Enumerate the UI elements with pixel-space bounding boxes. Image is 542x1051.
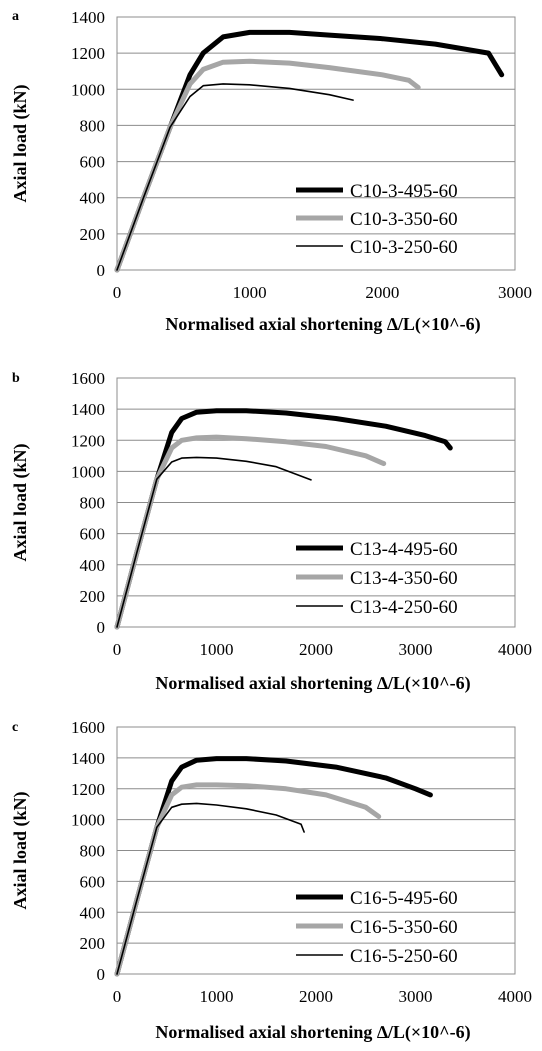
x-tick-label: 1000 — [233, 283, 267, 302]
legend-label: C16-5-495-60 — [350, 888, 458, 909]
y-tick-label: 800 — [80, 116, 106, 135]
x-axis-label: Normalised axial shortening ∆/L(×10^-6) — [165, 314, 480, 335]
legend-label: C16-5-250-60 — [350, 946, 458, 967]
y-tick-label: 400 — [80, 903, 106, 922]
x-tick-label: 3000 — [498, 283, 532, 302]
y-tick-label: 1000 — [71, 811, 105, 830]
x-tick-label: 0 — [113, 283, 122, 302]
y-tick-label: 800 — [80, 842, 106, 861]
plot-frame — [116, 726, 516, 975]
y-tick-label: 0 — [97, 261, 106, 280]
x-axis-label: Normalised axial shortening ∆/L(×10^-6) — [155, 673, 470, 694]
series-line-C16-5-250-60 — [116, 802, 305, 975]
series-line-C10-3-250-60 — [116, 83, 354, 271]
x-tick-label: 4000 — [498, 640, 532, 659]
legend-label: C10-3-350-60 — [350, 209, 458, 230]
y-tick-label: 1200 — [71, 431, 105, 450]
y-tick-label: 1200 — [71, 780, 105, 799]
y-axis-label: Axial load (kN) — [10, 443, 31, 561]
y-tick-label: 600 — [80, 525, 106, 544]
x-tick-label: 3000 — [399, 987, 433, 1006]
x-tick-label: 3000 — [399, 640, 433, 659]
panel-c: c 0 200 400 600 800 1000 1200 1400 1600 0 1000 2000 3… — [10, 718, 532, 1043]
panel-letter: b — [12, 371, 20, 386]
legend-label: C10-3-250-60 — [350, 237, 458, 258]
series-line-C13-4-350-60 — [114, 434, 387, 630]
y-tick-label: 0 — [97, 618, 106, 637]
series-line-C16-5-350-60 — [114, 782, 382, 977]
x-tick-label: 0 — [113, 640, 122, 659]
x-tick-label: 4000 — [498, 987, 532, 1006]
plot-frame — [116, 377, 516, 628]
legend-label: C13-4-250-60 — [350, 597, 458, 618]
y-tick-label: 200 — [80, 587, 106, 606]
x-tick-label: 2000 — [365, 283, 399, 302]
y-tick-label: 1400 — [71, 8, 105, 27]
x-tick-label: 2000 — [299, 987, 333, 1006]
x-tick-label: 1000 — [200, 987, 234, 1006]
y-tick-label: 0 — [97, 965, 106, 984]
y-tick-label: 1400 — [71, 400, 105, 419]
y-tick-label: 1600 — [71, 718, 105, 737]
y-tick-label: 1000 — [71, 80, 105, 99]
x-tick-label: 1000 — [200, 640, 234, 659]
y-tick-label: 1000 — [71, 462, 105, 481]
y-axis-label: Axial load (kN) — [10, 791, 31, 909]
legend-label: C13-4-495-60 — [350, 539, 458, 560]
legend-label: C13-4-350-60 — [350, 568, 458, 589]
y-tick-label: 400 — [80, 556, 106, 575]
x-axis-label: Normalised axial shortening ∆/L(×10^-6) — [155, 1022, 470, 1043]
x-tick-label: 2000 — [299, 640, 333, 659]
legend-label: C16-5-350-60 — [350, 917, 458, 938]
y-tick-label: 1200 — [71, 44, 105, 63]
panel-letter: c — [12, 720, 18, 735]
legend-label: C10-3-495-60 — [350, 181, 458, 202]
y-tick-label: 600 — [80, 153, 106, 172]
series-line-C10-3-495-60 — [114, 29, 505, 273]
plot-frame — [116, 16, 516, 271]
series-line-C16-5-495-60 — [114, 756, 433, 977]
panel-a: a 0 200 400 600 800 1000 1200 1400 0 1000 2000 3000 N… — [10, 8, 532, 335]
y-tick-label: 600 — [80, 872, 106, 891]
y-tick-label: 1600 — [71, 369, 105, 388]
y-tick-label: 200 — [80, 934, 106, 953]
panel-letter: a — [12, 9, 19, 24]
y-axis-label: Axial load (kN) — [10, 84, 31, 202]
panel-b: b 0 200 400 600 800 1000 1200 1400 1600 0 1000 2000 3… — [10, 369, 532, 694]
x-tick-label: 0 — [113, 987, 122, 1006]
y-tick-label: 200 — [80, 225, 106, 244]
series-line-C13-4-250-60 — [116, 456, 312, 628]
y-tick-label: 800 — [80, 494, 106, 513]
y-tick-label: 1400 — [71, 749, 105, 768]
y-tick-label: 400 — [80, 189, 106, 208]
